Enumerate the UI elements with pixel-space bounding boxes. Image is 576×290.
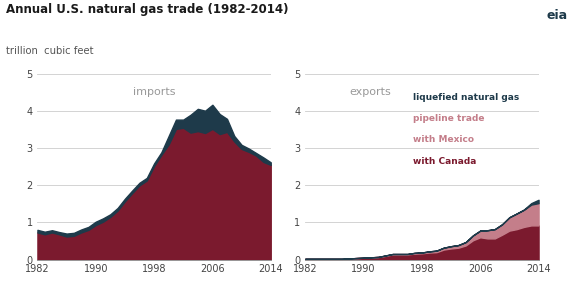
Text: imports: imports	[133, 87, 175, 97]
Text: trillion  cubic feet: trillion cubic feet	[6, 46, 93, 56]
Text: with Mexico: with Mexico	[412, 135, 473, 144]
Text: pipeline trade: pipeline trade	[412, 114, 484, 123]
Text: Annual U.S. natural gas trade (1982-2014): Annual U.S. natural gas trade (1982-2014…	[6, 3, 288, 16]
Text: liquefied natural gas: liquefied natural gas	[412, 93, 519, 102]
Text: eia: eia	[546, 9, 567, 22]
Text: exports: exports	[350, 87, 392, 97]
Text: with Canada: with Canada	[412, 157, 476, 166]
